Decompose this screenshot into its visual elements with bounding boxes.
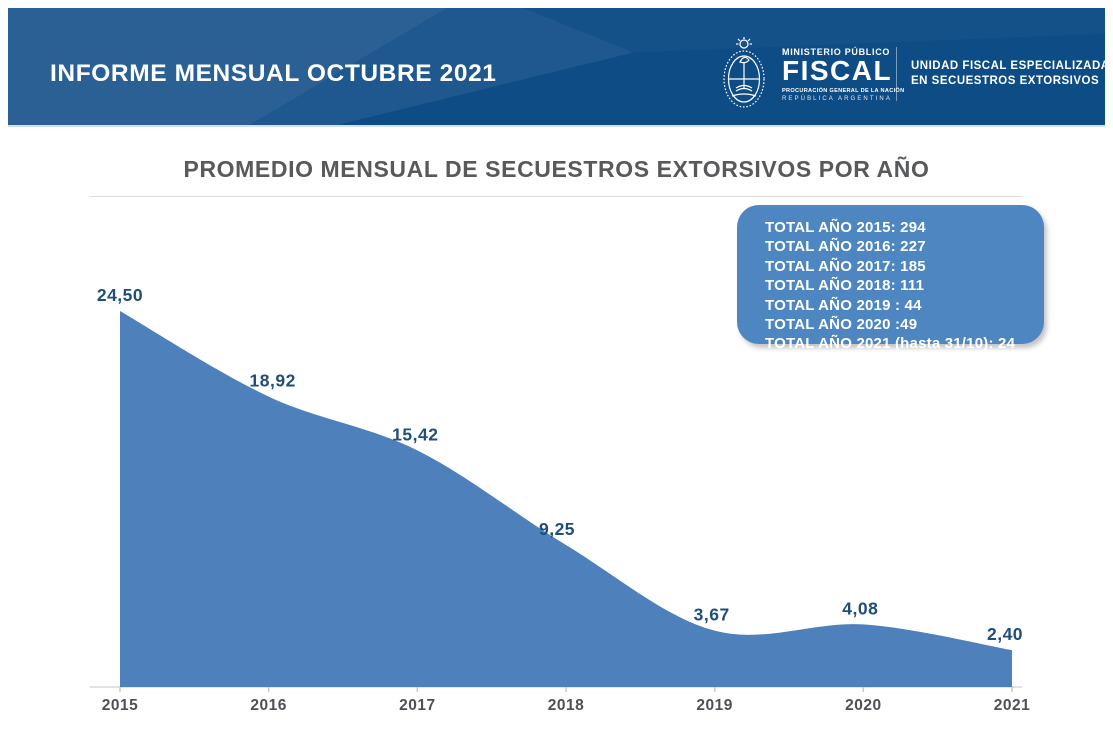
x-axis-label: 2021	[994, 697, 1030, 714]
ministry-big-label: FISCAL	[782, 54, 893, 86]
fiscal-logo: MINISTERIO PÚBLICO FISCAL PROCURACIÓN GE…	[716, 34, 1105, 114]
x-axis-label: 2018	[548, 697, 584, 714]
x-axis-label: 2015	[102, 697, 138, 714]
title-separator	[90, 196, 1022, 197]
total-line: TOTAL AÑO 2018: 111	[765, 277, 925, 295]
ministry-sub1-label: PROCURACIÓN GENERAL DE LA NACIÓN	[782, 87, 905, 94]
ministry-text-block: MINISTERIO PÚBLICO FISCAL PROCURACIÓN GE…	[782, 46, 905, 102]
x-axis-label: 2019	[696, 697, 732, 714]
total-line: TOTAL AÑO 2016: 227	[765, 238, 926, 256]
totals-box: TOTAL AÑO 2015: 294 TOTAL AÑO 2016: 227 TO…	[737, 205, 1044, 352]
total-line: TOTAL AÑO 2021 (hasta 31/10): 24	[765, 335, 1016, 353]
point-label: 4,08	[842, 598, 878, 618]
ministry-small-label: MINISTERIO PÚBLICO	[782, 46, 891, 57]
x-axis-label: 2016	[250, 697, 286, 714]
point-label: 24,50	[97, 285, 143, 305]
point-label: 15,42	[392, 424, 438, 444]
chart-title: PROMEDIO MENSUAL DE SECUESTROS EXTORSIVO…	[183, 156, 930, 182]
x-axis-label: 2020	[845, 697, 881, 714]
header-banner: INFORME MENSUAL OCTUBRE 2021	[8, 8, 1105, 127]
total-line: TOTAL AÑO 2015: 294	[765, 219, 926, 236]
x-axis-label: 2017	[399, 697, 435, 714]
point-label: 3,67	[694, 605, 730, 625]
unit-line1: UNIDAD FISCAL ESPECIALIZADA	[911, 60, 1105, 72]
unit-text-block: UNIDAD FISCAL ESPECIALIZADA EN SECUESTRO…	[911, 59, 1105, 89]
total-line: TOTAL AÑO 2020 :49	[765, 316, 918, 334]
area-series	[120, 310, 1013, 687]
report-title: INFORME MENSUAL OCTUBRE 2021	[50, 60, 497, 87]
ministry-sub2-label: REPÚBLICA ARGENTINA	[782, 95, 892, 102]
unit-line2: EN SECUESTROS EXTORSIVOS	[911, 75, 1100, 87]
total-line: TOTAL AÑO 2019 : 44	[765, 296, 922, 314]
point-label: 18,92	[250, 371, 296, 391]
total-line: TOTAL AÑO 2017: 185	[765, 257, 926, 275]
point-label: 9,25	[539, 519, 575, 539]
point-label: 2,40	[987, 624, 1023, 644]
argentina-coat-of-arms-icon	[723, 37, 765, 108]
logo-divider	[896, 47, 897, 101]
